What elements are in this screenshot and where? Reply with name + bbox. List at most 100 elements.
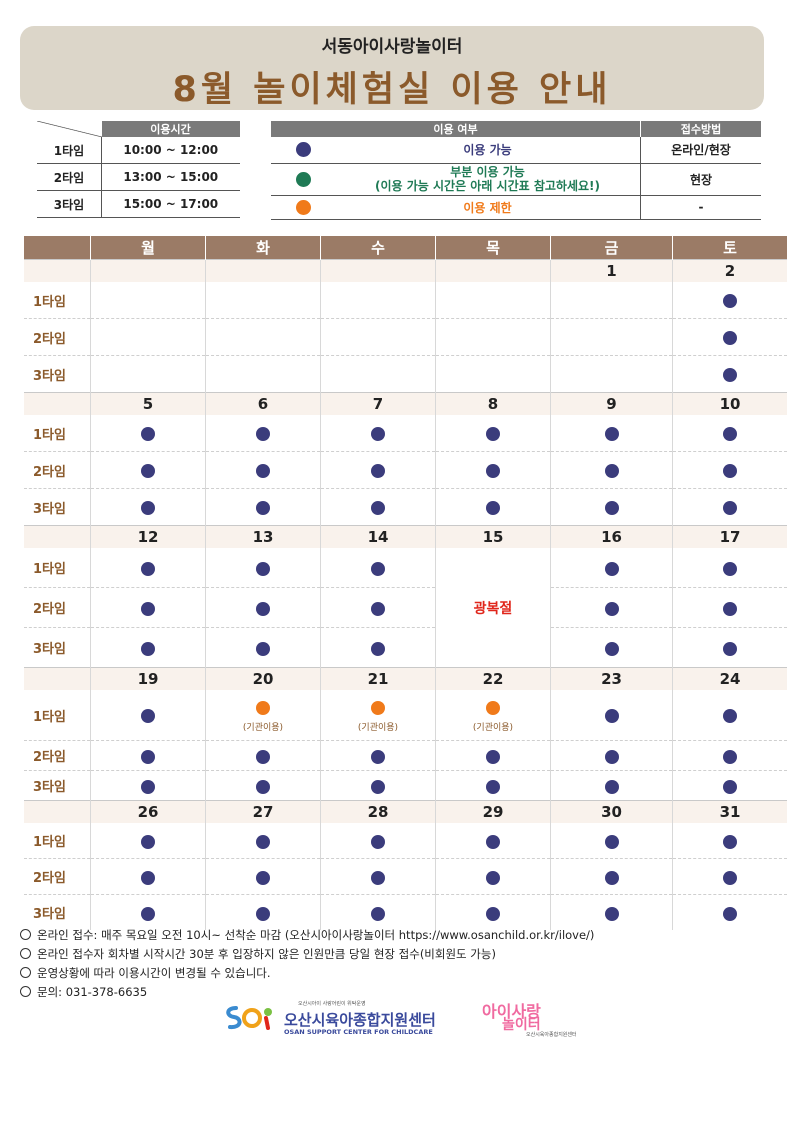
slot-cell	[550, 318, 673, 356]
date-cell: 23	[550, 667, 673, 690]
slot-cell	[435, 318, 551, 356]
available-dot-icon	[723, 870, 737, 885]
available-dot-icon	[723, 906, 737, 921]
slot-cell	[435, 282, 551, 319]
osan-logo-eng: OSAN SUPPORT CENTER FOR CHILDCARE	[284, 1028, 433, 1036]
holiday-cell: 광복절	[435, 548, 551, 668]
weekday-header: 월	[90, 236, 206, 260]
slot-cell	[90, 415, 206, 452]
restricted-dot-icon	[295, 199, 311, 215]
available-dot-icon	[486, 870, 500, 885]
playground-logo-line2: 놀이터	[502, 1017, 541, 1033]
slot-label: 2타임	[24, 858, 91, 895]
available-dot-icon	[256, 779, 270, 794]
slot-cell	[550, 894, 673, 930]
available-dot-icon	[256, 601, 270, 616]
slot-cell	[550, 770, 673, 801]
slot-cell	[550, 488, 673, 526]
slot-cell	[320, 627, 436, 668]
date-cell	[205, 259, 321, 282]
slot-cell	[205, 740, 321, 771]
slot-cell	[320, 318, 436, 356]
slot-label: 1타임	[37, 137, 102, 164]
available-dot-icon	[604, 501, 619, 515]
slot-label: 3타임	[33, 780, 66, 795]
available-dot-icon	[256, 834, 270, 849]
holiday-label: 광복절	[473, 600, 513, 617]
available-dot-icon	[723, 709, 737, 723]
available-dot-icon	[723, 834, 737, 849]
circle-bullet-icon	[20, 986, 31, 997]
slot-cell	[672, 627, 787, 668]
slot-cell	[435, 894, 551, 930]
slot-cell	[672, 770, 787, 801]
available-dot-icon	[141, 427, 155, 441]
slot-cell	[320, 355, 436, 393]
calendar-table: 월 화 수 목 금 토 1 2 1타임 2타임 3타임 5 6 7 8 9 10 1타임 2타임 3타임 12 13 14 1…	[24, 236, 787, 930]
date-cell: 9	[550, 392, 673, 415]
slot-cell	[435, 740, 551, 771]
slot-cell	[672, 894, 787, 930]
center-name: 서동아이사랑놀이터	[321, 37, 463, 57]
slot-cell	[435, 488, 551, 526]
slot-cell	[90, 894, 206, 930]
available-dot-icon	[723, 561, 737, 576]
slot-cell	[205, 770, 321, 801]
slot-cell	[550, 740, 673, 771]
slot-cell	[320, 415, 436, 452]
date-cell: 14	[320, 525, 436, 548]
slot-cell	[320, 282, 436, 319]
slot-cell	[90, 627, 206, 668]
available-dot-icon	[371, 427, 385, 441]
available-dot-icon	[256, 906, 270, 921]
slot-cell	[320, 858, 436, 895]
note-item: 문의: 031-378-6635	[20, 983, 594, 1002]
slot-cell	[672, 858, 787, 895]
slot-cell	[90, 770, 206, 801]
slot-time: 15:00 ~ 17:00	[101, 190, 240, 218]
date-cell: 17	[672, 525, 787, 548]
slot-cell	[205, 858, 321, 895]
available-dot-icon	[141, 601, 155, 616]
time-table-header: 이용시간	[101, 121, 240, 137]
legend-table: 이용 여부 접수방법 이용 가능 온라인/현장 부분 이용 가능 (이용 가능 …	[271, 121, 761, 220]
available-dot-icon	[256, 501, 270, 515]
slot-cell	[550, 690, 673, 741]
date-cell: 7	[320, 392, 436, 415]
available-dot-icon	[486, 906, 500, 921]
slot-cell	[90, 318, 206, 356]
osan-logo-tiny: 오산시아이 사랑어린이 위탁운영	[298, 1001, 366, 1007]
legend-available-text: 이용 가능	[335, 137, 641, 164]
slot-cell	[550, 627, 673, 668]
slot-label: 3타임	[33, 501, 66, 517]
legend-partial-method: 현장	[640, 163, 761, 196]
available-dot-icon	[256, 870, 270, 885]
slot-cell	[320, 894, 436, 930]
slot-cell	[320, 451, 436, 489]
available-dot-icon	[604, 779, 619, 794]
slot-label: 1타임	[24, 415, 91, 452]
slot-cell	[435, 858, 551, 895]
slot-cell	[672, 282, 787, 319]
date-cell: 15	[435, 525, 551, 548]
available-dot-icon	[604, 561, 619, 576]
available-dot-icon	[141, 709, 155, 723]
available-dot-icon	[141, 641, 155, 656]
date-cell: 1	[550, 259, 673, 282]
slot-cell	[550, 415, 673, 452]
legend-method-header: 접수방법	[640, 121, 761, 137]
available-dot-icon	[371, 561, 385, 576]
available-dot-icon	[723, 331, 737, 345]
page-title: 8월 놀이체험실 이용 안내	[172, 70, 612, 110]
playground-logo-line1: 아이사랑	[482, 1002, 541, 1021]
time-table-corner	[37, 121, 102, 137]
slot-time: 13:00 ~ 15:00	[101, 163, 240, 191]
available-dot-icon	[486, 779, 500, 794]
date-cell: 20	[205, 667, 321, 690]
slot-cell	[205, 627, 321, 668]
circle-bullet-icon	[20, 948, 31, 959]
available-dot-icon	[723, 464, 737, 478]
slot-label: 3타임	[37, 190, 102, 218]
slot-cell	[320, 587, 436, 628]
institution-note: (기관이용)	[357, 722, 399, 733]
